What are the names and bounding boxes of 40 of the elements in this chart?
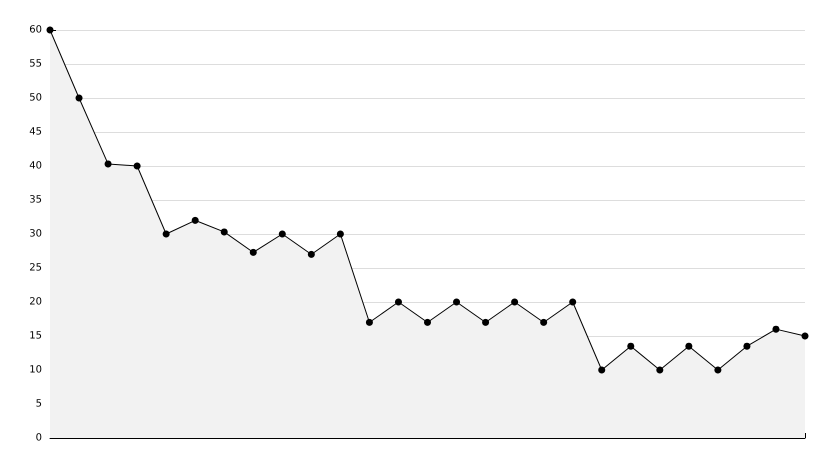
y-tick-label: 30 bbox=[29, 228, 42, 240]
y-tick-label: 25 bbox=[29, 262, 42, 274]
point bbox=[482, 318, 490, 326]
y-tick-label: 55 bbox=[29, 58, 42, 70]
point bbox=[772, 326, 780, 333]
y-tick-label: 35 bbox=[29, 194, 42, 206]
point bbox=[394, 298, 402, 306]
y-tick-label: 45 bbox=[29, 126, 42, 138]
point bbox=[569, 298, 576, 306]
y-tick-label: 15 bbox=[29, 330, 42, 342]
y-tick-label: 50 bbox=[29, 92, 42, 104]
y-tick-label: 0 bbox=[36, 432, 42, 444]
point bbox=[46, 26, 54, 34]
point bbox=[802, 332, 808, 340]
point bbox=[627, 342, 634, 350]
y-tick-label: 40 bbox=[29, 160, 42, 172]
point bbox=[220, 228, 228, 236]
y-tick-label: 20 bbox=[29, 296, 42, 308]
point bbox=[336, 230, 344, 238]
point bbox=[540, 318, 548, 326]
point bbox=[250, 248, 257, 256]
point bbox=[598, 366, 606, 374]
point bbox=[76, 94, 83, 102]
point bbox=[714, 366, 722, 374]
point bbox=[511, 298, 518, 306]
y-tick-label: 10 bbox=[29, 364, 42, 376]
point bbox=[104, 160, 112, 168]
point bbox=[743, 342, 750, 350]
point bbox=[685, 342, 692, 350]
point bbox=[278, 230, 286, 238]
y-tick-label: 60 bbox=[29, 24, 42, 36]
point bbox=[424, 318, 431, 326]
point bbox=[656, 366, 664, 374]
point bbox=[366, 318, 373, 326]
point bbox=[134, 162, 141, 170]
point bbox=[162, 230, 170, 238]
y-tick-label: 5 bbox=[36, 398, 42, 410]
point bbox=[308, 250, 315, 258]
point bbox=[192, 216, 199, 224]
point bbox=[453, 298, 460, 306]
